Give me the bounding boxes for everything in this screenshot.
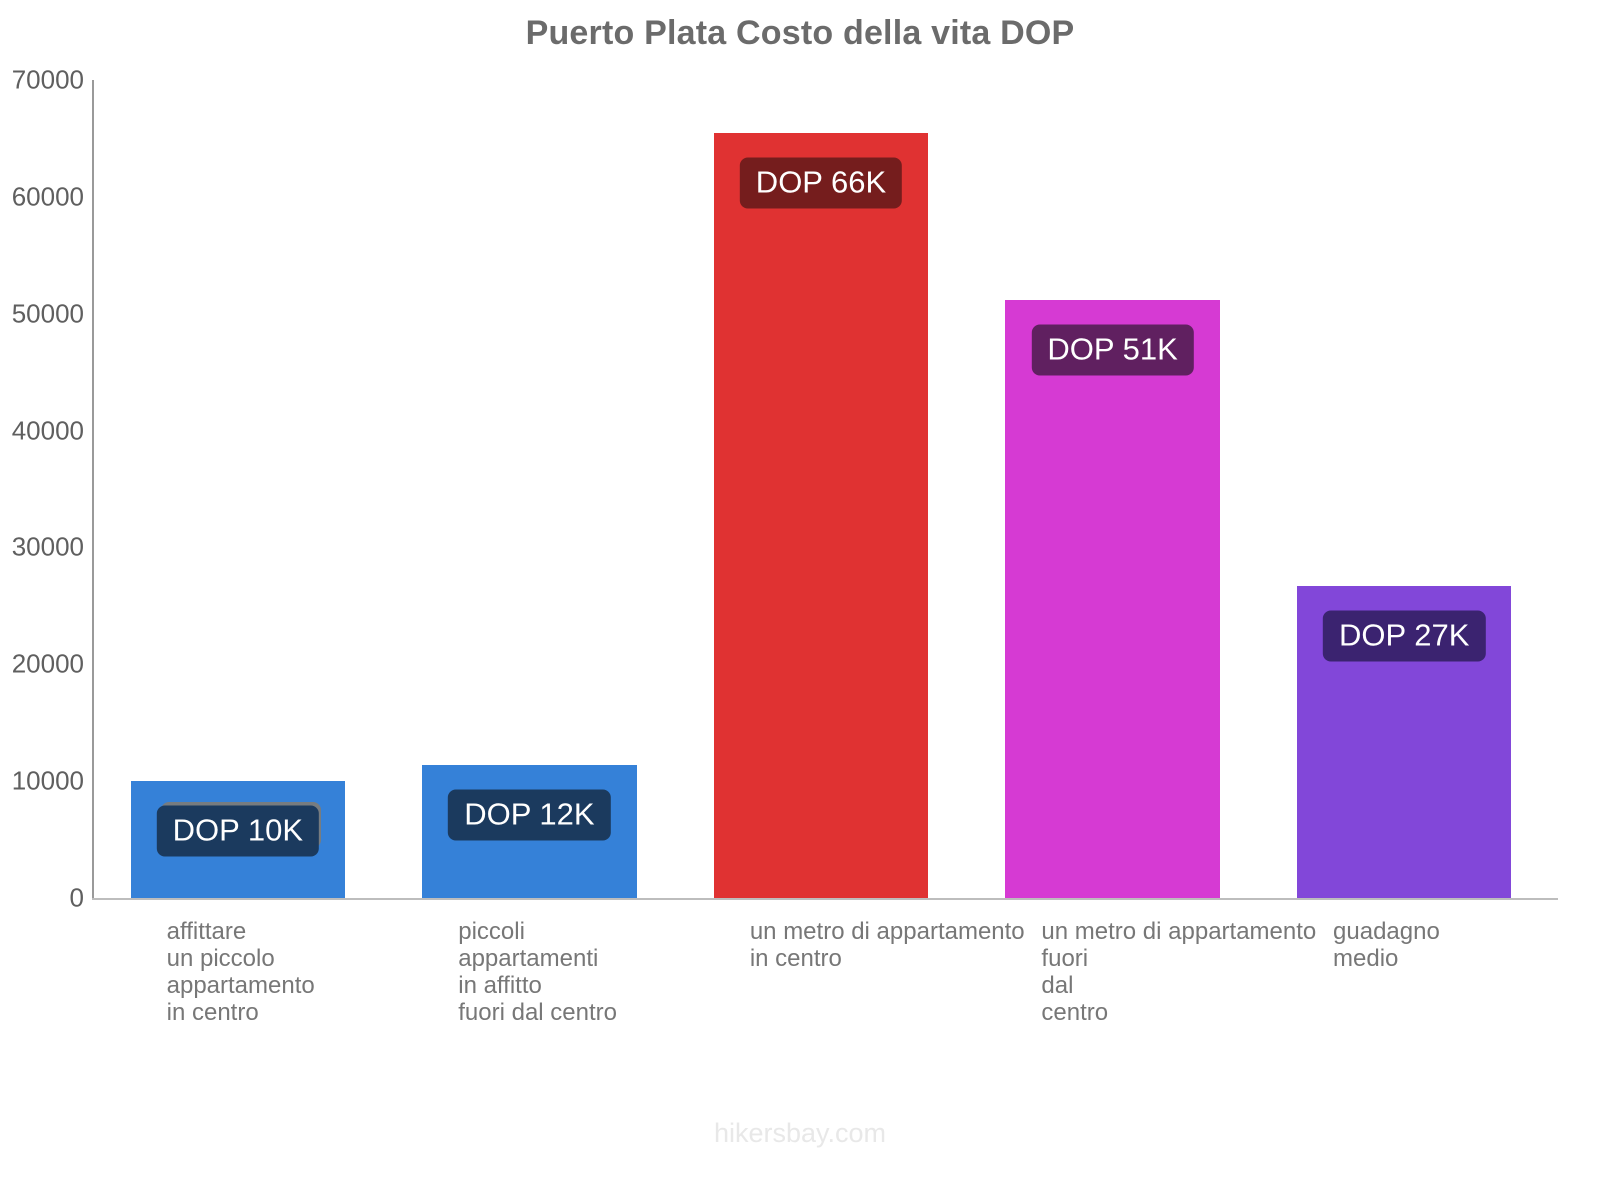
y-axis-tick-label: 30000 [11,531,84,562]
category-label-line: medio [1333,945,1399,972]
watermark-text: hikersbay.com [713,1118,887,1148]
x-axis-category-label: guadagno medio [1333,918,1440,972]
category-label-line: un piccolo [166,945,275,972]
y-axis-line [92,80,94,900]
x-axis-category-label: affittare un piccolo appartamento in centro [167,918,315,1026]
bar-value-label: DOP 10K [156,805,319,857]
y-axis-tick-label: 50000 [11,298,84,329]
bar-value-label: DOP 66K [739,157,903,209]
bar-value-label: DOP 51K [1031,324,1194,376]
category-label-line: appartamenti [458,945,599,972]
y-axis-tick-label: 0 [69,882,84,913]
category-label-line: un metro di appartamento [1041,918,1317,945]
x-axis-category-label: un metro di appartamento in centro [750,918,1025,972]
y-axis-tick-label: 10000 [11,765,84,796]
y-axis-tick-label: 60000 [11,181,84,212]
y-axis-tick-label: 20000 [11,648,84,679]
bar-value-label: DOP 12K [448,789,611,841]
chart-title: Puerto Plata Costo della vita DOP [525,14,1075,52]
category-label-line: in centro [749,945,842,972]
x-axis-category-label: un metro di appartamento fuori dal centro [1041,918,1316,1026]
bar[interactable] [713,132,929,898]
category-label-line: fuori [1041,945,1089,972]
x-axis-line [92,898,1558,900]
category-label-line: fuori dal centro [458,999,617,1026]
x-axis-category-label: piccoli appartamenti in affitto fuori dal c… [458,918,617,1026]
category-label-line: appartamento [166,972,315,999]
y-axis-tick-label: 40000 [11,415,84,446]
category-label-line: piccoli [458,918,525,945]
plot-area: DOP 10K DOP 12K DOP 66K DOP 51K DOP 27K [92,80,1550,898]
category-label-line: un metro di appartamento [749,918,1025,945]
bar-value-label: DOP 27K [1322,610,1486,662]
category-label-line: centro [1041,999,1109,1026]
bar[interactable] [1005,299,1220,898]
category-label-line: affittare [166,918,247,945]
category-label-line: in centro [166,999,259,1026]
category-label-line: in affitto [458,972,542,999]
category-label-line: dal [1041,972,1074,999]
y-axis-tick-label: 70000 [11,64,84,95]
category-label-line: guadagno [1333,918,1440,945]
